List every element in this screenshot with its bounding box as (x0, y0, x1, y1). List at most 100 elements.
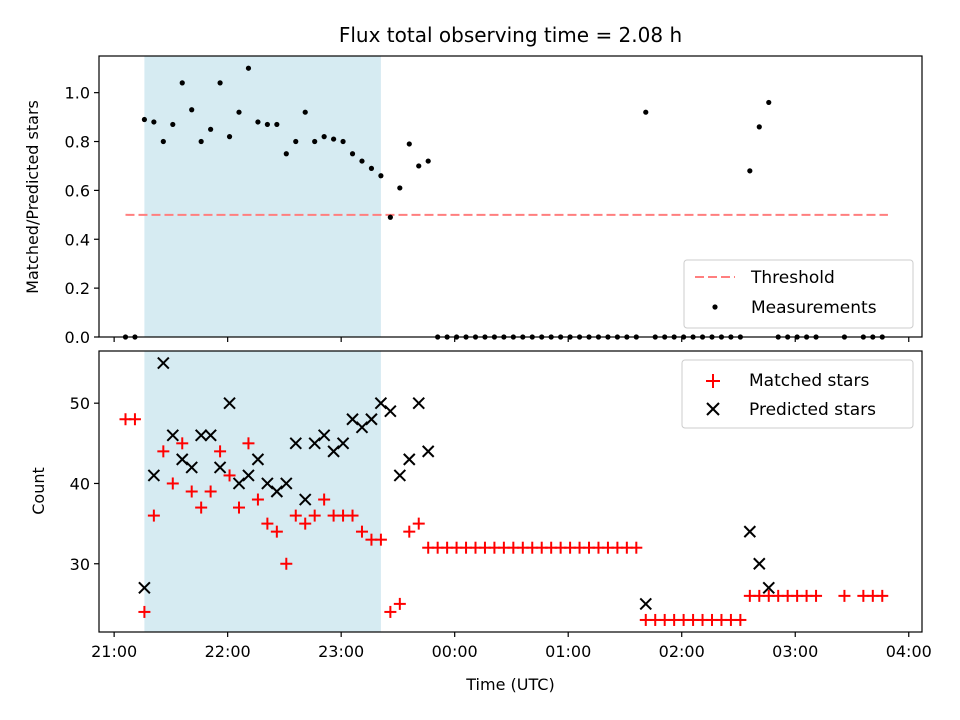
matched-star-point (204, 485, 217, 498)
predicted-star-point (639, 597, 652, 611)
top-y-tick-label: 0.0 (65, 328, 90, 347)
measurement-point (283, 151, 289, 157)
measurement-point (245, 65, 252, 71)
bottom-legend-box (681, 359, 914, 429)
predicted-star-point (280, 477, 293, 490)
predicted-star-point (194, 429, 208, 442)
matched-star-point (242, 437, 255, 450)
measurement-point (293, 138, 299, 145)
predicted-star-point (232, 477, 246, 490)
matched-star-point (233, 501, 246, 514)
legend-predicted-label: Predicted stars (749, 400, 876, 420)
measurement-point (397, 185, 403, 191)
measurement-points (122, 65, 885, 340)
measurement-point (747, 168, 753, 174)
legend-predicted-swatch (706, 402, 720, 416)
predicted-star-point (166, 429, 179, 442)
predicted-star-point (762, 581, 775, 595)
predicted-star-point (412, 396, 425, 410)
measurement-point (349, 151, 356, 157)
matched-star-point (223, 469, 236, 482)
top-y-tick-label: 1.0 (65, 84, 90, 103)
measurement-point (189, 107, 195, 113)
matched-stars-points (119, 413, 889, 626)
bottom-chart: 30 40 50 21:00 22:00 23:00 00:00 01:00 02:00 03:… (29, 350, 932, 694)
measurement-point (378, 173, 384, 179)
predicted-star-point (223, 396, 236, 410)
measurement-point (766, 99, 772, 106)
measurement-point (160, 138, 166, 145)
top-chart-title: Flux total observing time = 2.08 h (339, 23, 682, 47)
bottom-x-ticks: 21:00 22:00 23:00 00:00 01:00 02:00 03:00 04:00 (91, 632, 932, 661)
measurement-point (226, 134, 233, 140)
bottom-y-tick-label: 30 (70, 555, 90, 574)
matched-star-point (876, 589, 889, 602)
measurement-point (208, 126, 214, 132)
predicted-star-point (346, 413, 359, 426)
matched-star-point (166, 477, 179, 490)
bottom-y-tick-label: 40 (70, 474, 90, 493)
top-legend-box (683, 259, 914, 329)
top-y-axis-label: Matched/Predicted stars (23, 100, 42, 294)
measurement-point (340, 138, 346, 145)
measurement-point (643, 109, 649, 115)
matched-star-point (270, 525, 283, 538)
legend-threshold-label: Threshold (750, 268, 835, 288)
matched-star-point (393, 597, 406, 610)
bottom-x-tick-label: 21:00 (91, 642, 137, 661)
matched-star-point (176, 437, 189, 450)
predicted-star-point (743, 525, 757, 538)
measurement-point (217, 80, 223, 86)
measurement-point (312, 138, 318, 145)
matched-star-point (251, 493, 264, 506)
bottom-x-tick-label: 23:00 (318, 642, 364, 661)
predicted-star-point (289, 437, 302, 450)
matched-star-point (384, 605, 397, 618)
measurement-point (302, 109, 308, 115)
measurement-point (170, 121, 176, 128)
top-y-tick-label: 0.2 (65, 279, 90, 298)
matched-star-point (195, 501, 208, 514)
matched-star-point (810, 589, 823, 602)
top-y-tick-label: 0.8 (65, 133, 90, 152)
top-shaded-region (144, 56, 381, 337)
matched-star-point (355, 525, 368, 538)
predicted-star-point (336, 437, 350, 450)
matched-star-point (299, 517, 312, 530)
legend-measurements-swatch (712, 304, 718, 310)
measurement-point (331, 136, 337, 142)
predicted-star-point (299, 493, 312, 506)
matched-star-point (374, 533, 387, 546)
predicted-star-point (365, 413, 378, 426)
measurement-point (236, 109, 242, 115)
measurement-point (387, 214, 393, 220)
measurement-point (416, 163, 422, 169)
matched-star-point (346, 509, 359, 522)
bottom-x-tick-label: 22:00 (205, 642, 251, 661)
matched-star-point (157, 445, 170, 458)
matched-star-point (289, 509, 302, 522)
matched-star-point (630, 541, 643, 554)
predicted-stars-points (138, 356, 775, 611)
matched-star-point (412, 517, 425, 530)
measurement-point (321, 134, 327, 140)
measurement-point (368, 165, 375, 171)
top-y-tick-label: 0.6 (65, 181, 90, 200)
legend-matched-label: Matched stars (749, 371, 869, 391)
bottom-x-tick-label: 00:00 (432, 642, 478, 661)
legend-matched-swatch (706, 374, 720, 388)
legend-measurements-label: Measurements (751, 298, 877, 318)
top-y-ticks: 0.0 0.2 0.4 0.6 0.8 1.0 (65, 84, 99, 347)
measurement-point (141, 116, 148, 123)
bottom-y-ticks: 30 40 50 (70, 394, 99, 574)
matched-star-point (185, 485, 198, 498)
predicted-star-point (374, 396, 388, 410)
matched-star-point (138, 605, 151, 618)
predicted-star-point (393, 469, 407, 482)
predicted-star-point (421, 445, 435, 458)
measurement-point (151, 119, 157, 125)
predicted-star-point (355, 421, 369, 434)
matched-star-point (128, 413, 141, 426)
x-axis-label: Time (UTC) (465, 675, 554, 694)
